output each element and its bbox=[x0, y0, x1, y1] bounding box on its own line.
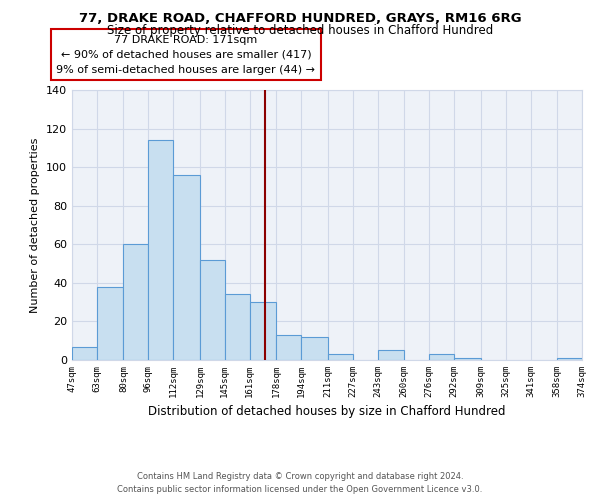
Bar bbox=[173, 175, 200, 360]
Bar bbox=[225, 294, 250, 360]
X-axis label: Distribution of detached houses by size in Chafford Hundred: Distribution of detached houses by size … bbox=[148, 406, 506, 418]
Bar bbox=[557, 358, 582, 360]
Text: 77, DRAKE ROAD, CHAFFORD HUNDRED, GRAYS, RM16 6RG: 77, DRAKE ROAD, CHAFFORD HUNDRED, GRAYS,… bbox=[79, 12, 521, 26]
Bar bbox=[429, 354, 454, 360]
Y-axis label: Number of detached properties: Number of detached properties bbox=[31, 138, 40, 312]
Bar bbox=[124, 244, 148, 360]
Text: Size of property relative to detached houses in Chafford Hundred: Size of property relative to detached ho… bbox=[107, 24, 493, 37]
Bar bbox=[250, 302, 277, 360]
Bar bbox=[148, 140, 173, 360]
Bar bbox=[72, 346, 97, 360]
Bar bbox=[454, 358, 481, 360]
Bar bbox=[377, 350, 404, 360]
Text: Contains HM Land Registry data © Crown copyright and database right 2024.
Contai: Contains HM Land Registry data © Crown c… bbox=[118, 472, 482, 494]
Bar bbox=[97, 286, 124, 360]
Text: 77 DRAKE ROAD: 171sqm
← 90% of detached houses are smaller (417)
9% of semi-deta: 77 DRAKE ROAD: 171sqm ← 90% of detached … bbox=[56, 35, 316, 74]
Bar bbox=[277, 335, 301, 360]
Bar bbox=[200, 260, 225, 360]
Bar bbox=[328, 354, 353, 360]
Bar bbox=[301, 337, 328, 360]
